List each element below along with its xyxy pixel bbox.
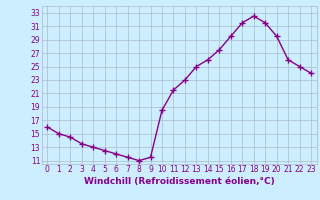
X-axis label: Windchill (Refroidissement éolien,°C): Windchill (Refroidissement éolien,°C)	[84, 177, 275, 186]
